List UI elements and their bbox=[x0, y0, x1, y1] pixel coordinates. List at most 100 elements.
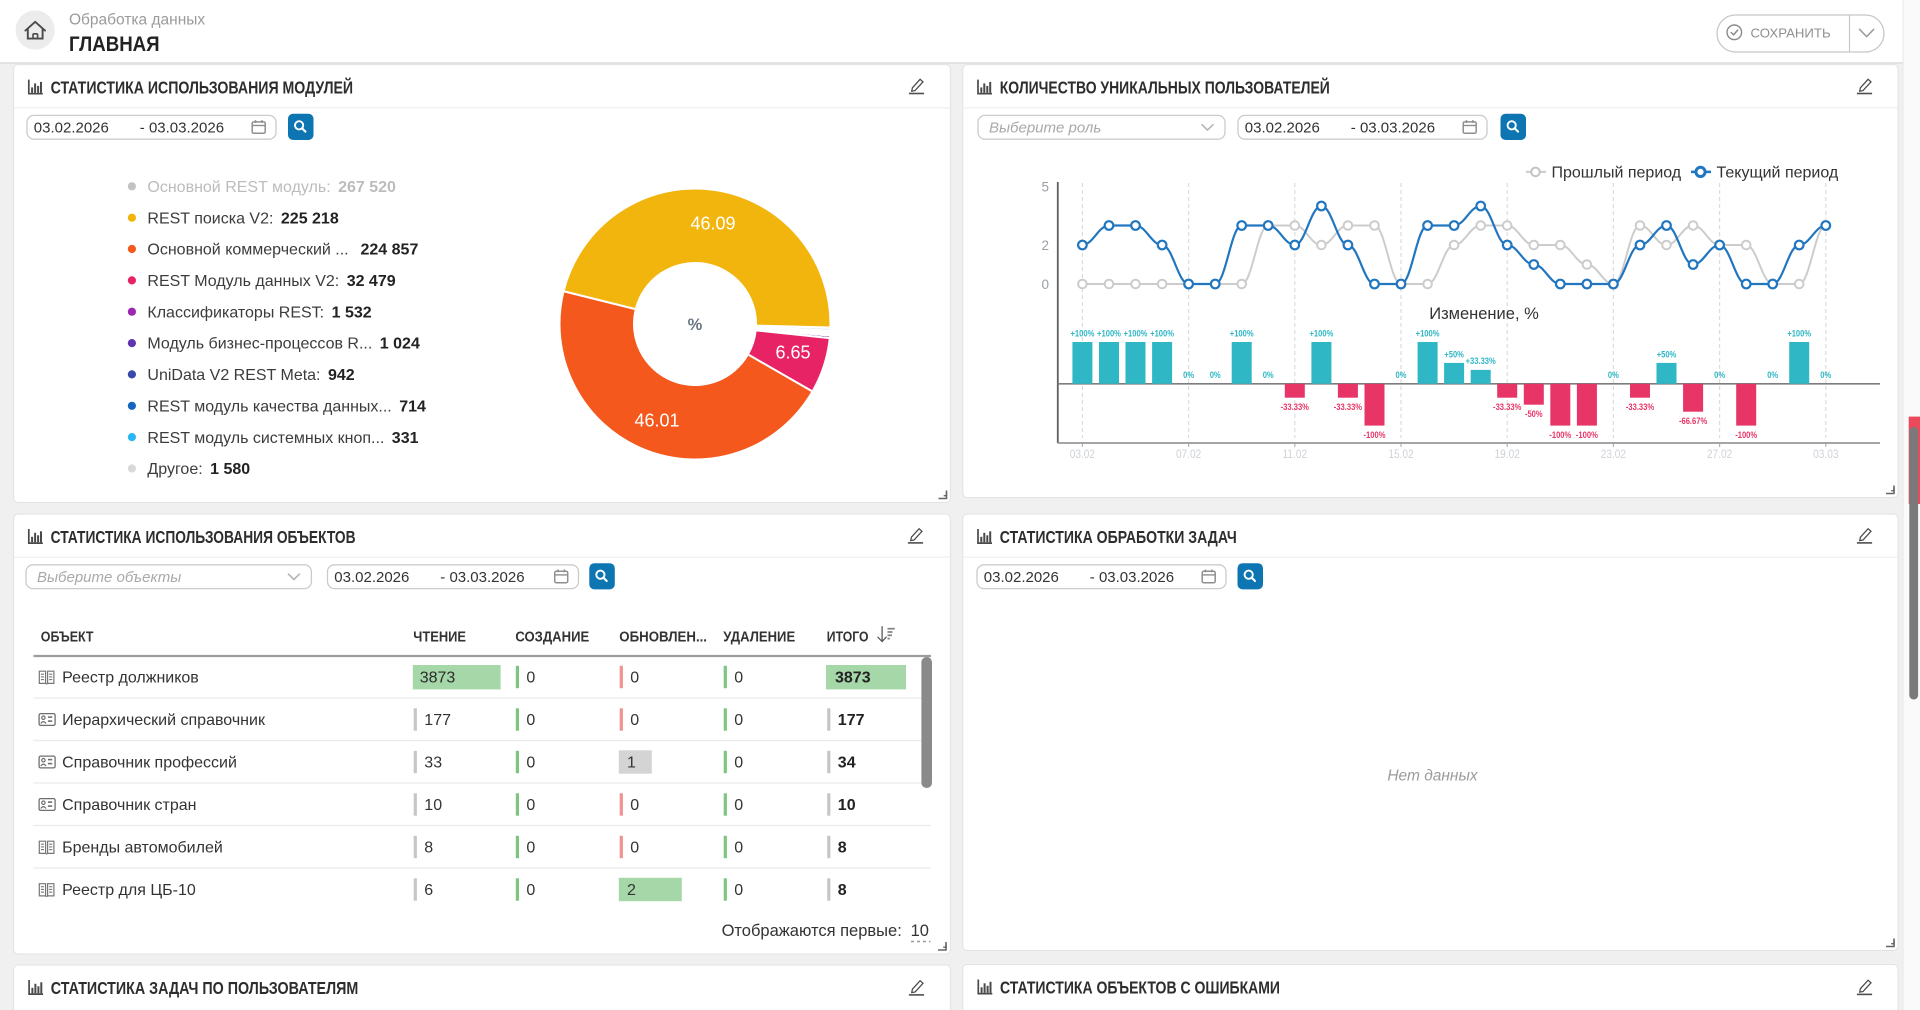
svg-text:REST Модуль данных V2:: REST Модуль данных V2: bbox=[147, 273, 339, 290]
svg-text:- 03.03.2026: - 03.03.2026 bbox=[140, 120, 224, 137]
svg-text:0: 0 bbox=[526, 840, 535, 857]
svg-text:07.02: 07.02 bbox=[1176, 449, 1201, 461]
svg-text:-100%: -100% bbox=[1735, 430, 1757, 441]
svg-text:1 024: 1 024 bbox=[380, 336, 420, 353]
svg-text:0: 0 bbox=[630, 712, 639, 729]
svg-text:5: 5 bbox=[1041, 179, 1049, 194]
svg-text:Справочник стран: Справочник стран bbox=[62, 797, 196, 814]
svg-text:UniData V2 REST Meta:: UniData V2 REST Meta: bbox=[147, 367, 320, 384]
svg-text:+50%: +50% bbox=[1444, 349, 1464, 360]
svg-text:0: 0 bbox=[630, 840, 639, 857]
svg-text:6: 6 bbox=[424, 882, 433, 899]
svg-text:+100%: +100% bbox=[1070, 328, 1094, 339]
svg-text:+100%: +100% bbox=[1150, 328, 1174, 339]
svg-text:%: % bbox=[688, 316, 703, 334]
svg-text:1 580: 1 580 bbox=[210, 461, 250, 478]
svg-text:Модуль бизнес-процессов R...: Модуль бизнес-процессов R... bbox=[147, 336, 372, 353]
svg-text:0: 0 bbox=[734, 755, 743, 772]
svg-text:2: 2 bbox=[1041, 238, 1049, 253]
svg-text:46.09: 46.09 bbox=[690, 213, 735, 233]
svg-text:СТАТИСТИКА ОБРАБОТКИ ЗАДАЧ: СТАТИСТИКА ОБРАБОТКИ ЗАДАЧ bbox=[1000, 527, 1237, 547]
svg-text:+33.33%: +33.33% bbox=[1466, 356, 1497, 367]
svg-text:23.02: 23.02 bbox=[1601, 449, 1626, 461]
svg-text:0: 0 bbox=[734, 882, 743, 899]
svg-text:0: 0 bbox=[630, 670, 639, 687]
svg-text:10: 10 bbox=[838, 797, 856, 814]
svg-text:1: 1 bbox=[627, 755, 636, 772]
svg-text:ОБНОВЛЕН...: ОБНОВЛЕН... bbox=[619, 630, 707, 646]
svg-text:Отображаются первые:: Отображаются первые: bbox=[722, 922, 902, 940]
svg-text:-33.33%: -33.33% bbox=[1334, 402, 1363, 413]
svg-text:+100%: +100% bbox=[1097, 328, 1121, 339]
svg-text:03.02.2026: 03.02.2026 bbox=[984, 569, 1059, 586]
svg-text:- 03.03.2026: - 03.03.2026 bbox=[1090, 569, 1174, 586]
svg-text:3873: 3873 bbox=[420, 670, 456, 687]
svg-text:03.02.2026: 03.02.2026 bbox=[334, 569, 409, 586]
svg-text:Выберите роль: Выберите роль bbox=[989, 120, 1101, 137]
svg-text:0: 0 bbox=[526, 882, 535, 899]
svg-text:0: 0 bbox=[734, 712, 743, 729]
svg-text:+100%: +100% bbox=[1124, 328, 1148, 339]
svg-text:0: 0 bbox=[526, 670, 535, 687]
svg-text:Основной REST модуль:: Основной REST модуль: bbox=[147, 179, 330, 196]
svg-text:6.65: 6.65 bbox=[775, 342, 810, 362]
svg-text:1 532: 1 532 bbox=[332, 304, 372, 321]
svg-text:03.02.2026: 03.02.2026 bbox=[34, 120, 109, 137]
svg-text:0: 0 bbox=[734, 840, 743, 857]
svg-text:-100%: -100% bbox=[1576, 430, 1598, 441]
svg-text:0: 0 bbox=[1041, 277, 1049, 292]
svg-text:Классификаторы REST:: Классификаторы REST: bbox=[147, 304, 324, 321]
svg-text:+100%: +100% bbox=[1230, 328, 1254, 339]
svg-text:-100%: -100% bbox=[1549, 430, 1571, 441]
svg-text:+100%: +100% bbox=[1787, 328, 1811, 339]
svg-text:942: 942 bbox=[328, 367, 355, 384]
svg-text:714: 714 bbox=[399, 398, 426, 415]
svg-text:8: 8 bbox=[838, 840, 847, 857]
svg-text:27.02: 27.02 bbox=[1707, 449, 1732, 461]
svg-text:3873: 3873 bbox=[835, 670, 871, 687]
svg-text:REST поиска V2:: REST поиска V2: bbox=[147, 210, 273, 227]
svg-text:0: 0 bbox=[526, 712, 535, 729]
svg-text:+100%: +100% bbox=[1309, 328, 1333, 339]
svg-text:ЧТЕНИЕ: ЧТЕНИЕ bbox=[413, 630, 466, 646]
svg-text:0: 0 bbox=[734, 670, 743, 687]
svg-text:ГЛАВНАЯ: ГЛАВНАЯ bbox=[69, 32, 160, 56]
svg-text:Основной коммерческий ...: Основной коммерческий ... bbox=[147, 242, 348, 259]
svg-text:0: 0 bbox=[734, 797, 743, 814]
svg-text:-33.33%: -33.33% bbox=[1626, 402, 1655, 413]
svg-text:УДАЛЕНИЕ: УДАЛЕНИЕ bbox=[723, 630, 795, 646]
svg-text:Изменение, %: Изменение, % bbox=[1429, 305, 1539, 323]
svg-text:0%: 0% bbox=[1820, 370, 1831, 381]
svg-text:-33.33%: -33.33% bbox=[1493, 402, 1522, 413]
svg-text:225 218: 225 218 bbox=[281, 210, 339, 227]
svg-text:33: 33 bbox=[424, 755, 442, 772]
svg-text:-66.67%: -66.67% bbox=[1679, 416, 1708, 427]
svg-text:+50%: +50% bbox=[1657, 349, 1677, 360]
svg-text:- 03.03.2026: - 03.03.2026 bbox=[440, 569, 524, 586]
svg-text:Бренды автомобилей: Бренды автомобилей bbox=[62, 840, 223, 857]
svg-text:2: 2 bbox=[627, 882, 636, 899]
svg-text:11.02: 11.02 bbox=[1283, 449, 1308, 461]
svg-text:0%: 0% bbox=[1396, 370, 1407, 381]
svg-text:-33.33%: -33.33% bbox=[1281, 402, 1310, 413]
svg-text:0%: 0% bbox=[1767, 370, 1778, 381]
svg-text:КОЛИЧЕСТВО УНИКАЛЬНЫХ ПОЛЬЗОВА: КОЛИЧЕСТВО УНИКАЛЬНЫХ ПОЛЬЗОВАТЕЛЕЙ bbox=[1000, 77, 1330, 98]
svg-text:Текущий период: Текущий период bbox=[1717, 165, 1839, 182]
svg-text:03.03: 03.03 bbox=[1813, 449, 1838, 461]
svg-text:СТАТИСТИКА ИСПОЛЬЗОВАНИЯ МОДУЛ: СТАТИСТИКА ИСПОЛЬЗОВАНИЯ МОДУЛЕЙ bbox=[51, 77, 354, 98]
svg-text:331: 331 bbox=[392, 430, 419, 447]
svg-text:224 857: 224 857 bbox=[361, 242, 419, 259]
svg-text:46.01: 46.01 bbox=[634, 410, 679, 430]
svg-text:Реестр должников: Реестр должников bbox=[62, 670, 199, 687]
svg-text:-50%: -50% bbox=[1525, 409, 1543, 420]
svg-text:СОХРАНИТЬ: СОХРАНИТЬ bbox=[1751, 26, 1831, 41]
svg-text:34: 34 bbox=[838, 755, 856, 772]
svg-text:267 520: 267 520 bbox=[338, 179, 396, 196]
svg-text:ОБЪЕКТ: ОБЪЕКТ bbox=[41, 630, 94, 646]
svg-text:0: 0 bbox=[526, 755, 535, 772]
svg-text:177: 177 bbox=[424, 712, 451, 729]
svg-text:10: 10 bbox=[424, 797, 442, 814]
svg-text:0: 0 bbox=[630, 797, 639, 814]
svg-text:Иерархический справочник: Иерархический справочник bbox=[62, 712, 266, 729]
svg-text:03.02: 03.02 bbox=[1070, 449, 1095, 461]
